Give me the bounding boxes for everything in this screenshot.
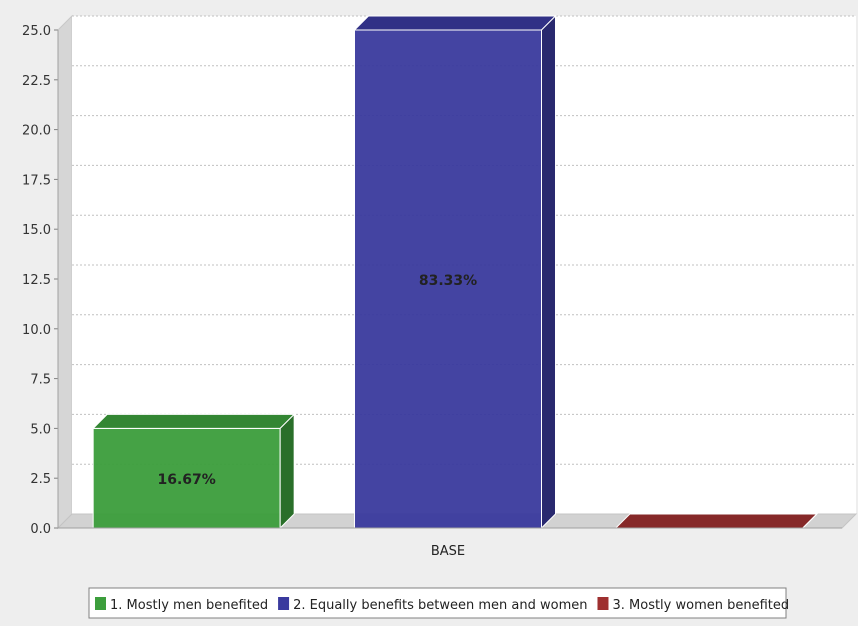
y-tick-label: 17.5 [22, 173, 51, 188]
data-labels: 16.67% 83.33% [158, 273, 478, 488]
y-tick-label: 0.0 [30, 522, 51, 537]
legend-swatch [278, 597, 290, 610]
y-tick-label: 5.0 [30, 422, 51, 437]
bar-side [541, 14, 556, 530]
legend-box [88, 587, 787, 619]
legend-label: 2. Equally benefits between men and wome… [293, 598, 587, 613]
left-wall [57, 14, 73, 530]
bar-side [279, 413, 295, 530]
bar [354, 29, 542, 529]
y-tick-label: 22.5 [22, 74, 51, 89]
bar [92, 427, 281, 529]
y-tick-label: 20.0 [22, 124, 51, 139]
bar-side [802, 513, 818, 529]
x-tick-label: BASE [431, 544, 465, 559]
legend-swatch [597, 597, 609, 610]
legend-label: 3. Mostly women benefited [612, 598, 789, 613]
x-axis: BASE [58, 527, 842, 559]
legend-swatch [95, 597, 106, 610]
legend: 1. Mostly men benefited 2. Equally benefi… [88, 587, 789, 619]
y-tick-label: 12.5 [22, 273, 51, 288]
data-label: 16.67% [158, 472, 216, 488]
bar-top [614, 513, 819, 529]
y-tick-label: 2.5 [30, 472, 51, 487]
bar-top [91, 413, 296, 429]
y-tick-label: 10.0 [22, 323, 51, 338]
y-tick-label: 25.0 [22, 24, 51, 39]
y-axis: 0.0 2.5 5.0 7.5 10.0 12.5 15.0 17.5 20.0 22.5 25.0 [22, 24, 59, 537]
legend-label: 1. Mostly men benefited [110, 598, 268, 613]
bars [91, 14, 819, 530]
bar-top [353, 15, 557, 31]
y-tick-label: 15.0 [22, 223, 51, 238]
y-tick-label: 7.5 [30, 373, 51, 388]
data-label: 83.33% [419, 273, 477, 289]
